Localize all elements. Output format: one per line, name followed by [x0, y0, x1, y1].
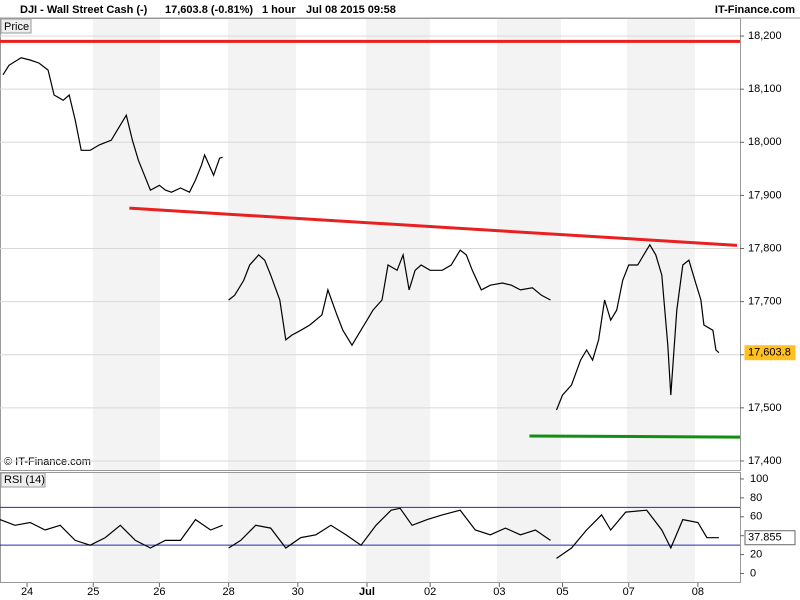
y-tick-label: 18,000 — [748, 136, 782, 148]
shade — [366, 18, 430, 470]
quote: 17,603.8 (-0.81%) — [165, 4, 253, 16]
panel-label: RSI (14) — [4, 474, 45, 486]
y-tick-label: 0 — [750, 567, 756, 579]
y-tick-label: 60 — [750, 511, 762, 523]
label-box — [0, 18, 32, 34]
shade — [627, 18, 695, 470]
label-box — [0, 472, 46, 488]
x-tick-label: 26 — [153, 586, 165, 598]
day-shading — [93, 18, 695, 582]
y-tick-label: 18,200 — [748, 30, 782, 42]
last-value-label: 37.855 — [748, 532, 782, 544]
shade — [228, 473, 296, 582]
header: DJI - Wall Street Cash (-) 17,603.8 (-0.… — [0, 0, 800, 19]
x-tick-label: 24 — [21, 586, 33, 598]
rsi-frame — [0, 472, 741, 583]
x-tick-label: 07 — [623, 586, 635, 598]
watermark: © IT-Finance.com — [4, 456, 91, 468]
y-tick-label: 100 — [750, 473, 768, 485]
brand: IT-Finance.com — [715, 4, 795, 16]
header-bar — [0, 0, 800, 18]
x-tick-label: 05 — [556, 586, 568, 598]
x-tick-label: 30 — [292, 586, 304, 598]
trend-line — [129, 206, 738, 247]
x-tick-label: 03 — [493, 586, 505, 598]
y-tick-label: 80 — [750, 492, 762, 504]
shade — [366, 473, 430, 582]
x-tick-label: 25 — [87, 586, 99, 598]
trend-line — [529, 434, 741, 439]
shade — [497, 473, 561, 582]
x-tick-label: 08 — [692, 586, 704, 598]
last-value-box — [744, 345, 796, 361]
symbol: DJI - Wall Street Cash (-) — [20, 4, 148, 16]
price-frame — [0, 18, 741, 471]
shade — [228, 18, 296, 470]
y-tick-label: 17,800 — [748, 242, 782, 254]
x-tick-label: Jul — [359, 586, 375, 598]
y-tick-label: 17,500 — [748, 402, 782, 414]
timestamp: Jul 08 2015 09:58 — [306, 4, 396, 16]
last-value-label: 17,603.8 — [748, 347, 791, 359]
y-tick-label: 17,900 — [748, 189, 782, 201]
price-line — [2, 57, 720, 411]
y-tick-label: 18,100 — [748, 83, 782, 95]
last-value-box — [744, 530, 796, 546]
shade — [497, 18, 561, 470]
interval: 1 hour — [262, 4, 296, 16]
x-tick-label: 02 — [424, 586, 436, 598]
price-line — [0, 507, 719, 559]
y-tick-label: 17,700 — [748, 296, 782, 308]
x-tick-label: 28 — [222, 586, 234, 598]
shade — [93, 473, 160, 582]
panel-label: Price — [4, 21, 29, 33]
y-tick-label: 20 — [750, 549, 762, 561]
y-tick-label: 17,400 — [748, 455, 782, 467]
shade — [627, 473, 695, 582]
shade — [93, 18, 160, 470]
